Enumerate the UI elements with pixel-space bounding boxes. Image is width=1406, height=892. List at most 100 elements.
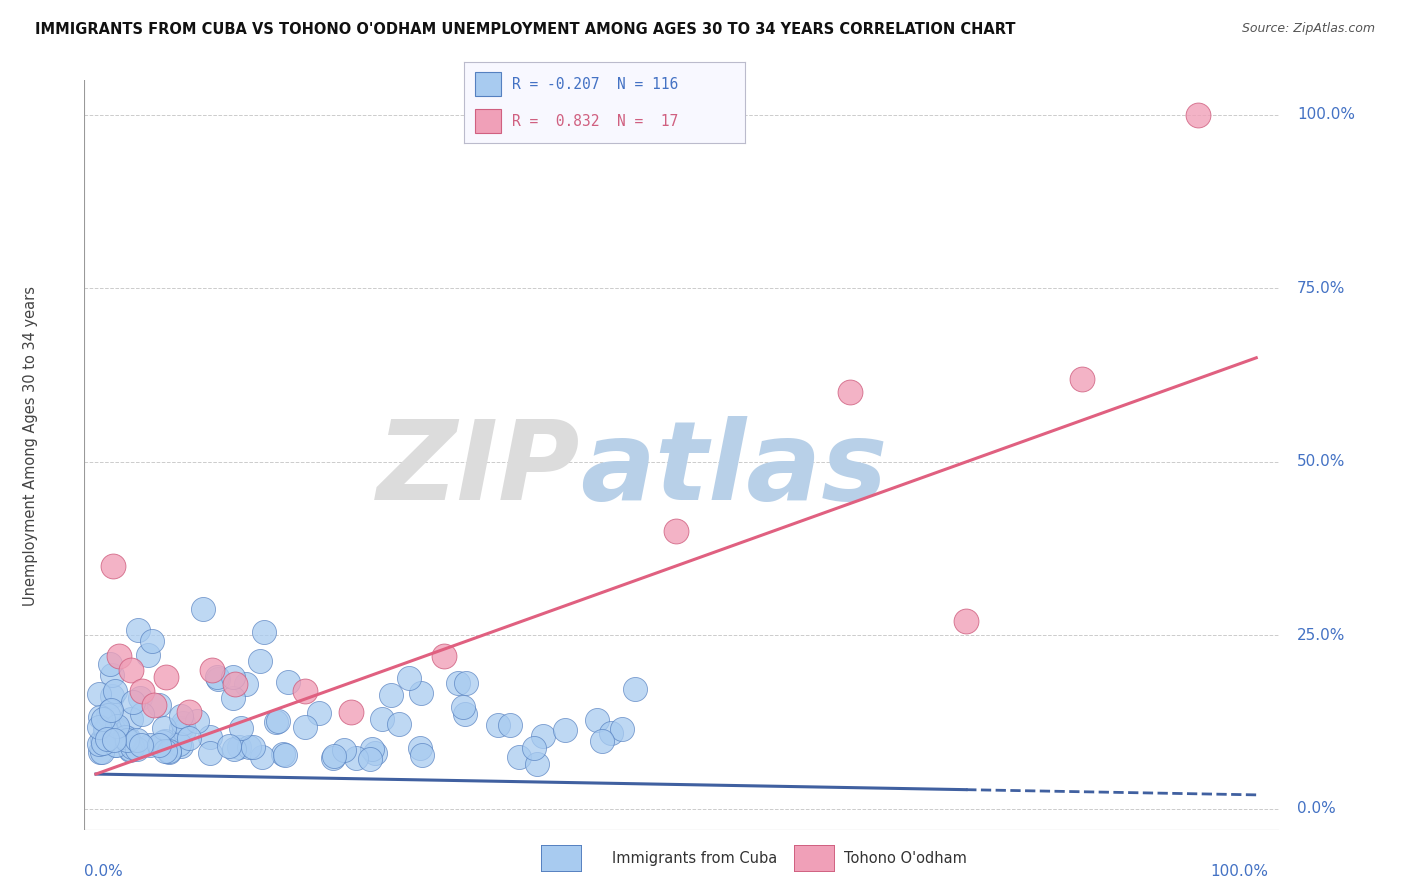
Point bbox=[100, 703, 122, 717]
Point bbox=[523, 740, 546, 755]
Point bbox=[104, 738, 127, 752]
Point bbox=[198, 746, 221, 760]
Point bbox=[120, 712, 142, 726]
Point bbox=[526, 756, 548, 771]
Point bbox=[499, 718, 522, 732]
Point bbox=[205, 670, 228, 684]
Text: Immigrants from Cuba: Immigrants from Cuba bbox=[612, 851, 778, 865]
Point bbox=[266, 714, 288, 729]
Point bbox=[155, 670, 177, 684]
Point bbox=[148, 739, 170, 753]
Point bbox=[361, 741, 384, 756]
Point bbox=[114, 730, 136, 744]
Point bbox=[157, 744, 180, 758]
Point bbox=[117, 733, 139, 747]
Point bbox=[612, 722, 634, 736]
Point bbox=[91, 736, 114, 750]
Point bbox=[591, 734, 613, 748]
Point bbox=[242, 740, 264, 755]
Point bbox=[105, 723, 128, 737]
Point bbox=[169, 709, 191, 723]
Point bbox=[90, 733, 112, 747]
Point bbox=[131, 706, 153, 721]
Text: 0.0%: 0.0% bbox=[84, 864, 124, 880]
Point bbox=[277, 675, 299, 690]
Point bbox=[100, 690, 122, 704]
Point bbox=[170, 739, 193, 754]
Point bbox=[554, 723, 576, 737]
Point bbox=[453, 700, 475, 714]
Point bbox=[228, 739, 250, 754]
Point bbox=[200, 730, 222, 744]
Point bbox=[364, 746, 387, 760]
Text: 100.0%: 100.0% bbox=[1209, 864, 1268, 880]
Point bbox=[454, 707, 477, 722]
Point bbox=[96, 731, 118, 746]
Point bbox=[531, 729, 554, 743]
Point bbox=[433, 649, 456, 664]
Point bbox=[153, 721, 176, 735]
Point bbox=[152, 735, 174, 749]
Point bbox=[112, 731, 135, 745]
Point bbox=[148, 698, 170, 712]
Point bbox=[388, 717, 411, 731]
Point bbox=[486, 718, 509, 732]
Text: 25.0%: 25.0% bbox=[1296, 628, 1346, 643]
Point bbox=[91, 745, 114, 759]
Point bbox=[624, 681, 647, 696]
Point bbox=[131, 683, 153, 698]
Point bbox=[446, 676, 468, 690]
Point bbox=[409, 740, 432, 755]
Point bbox=[273, 747, 295, 762]
Point bbox=[222, 669, 245, 683]
Bar bbox=[475, 109, 501, 133]
Point bbox=[170, 722, 193, 736]
Point bbox=[186, 714, 208, 728]
Point bbox=[218, 739, 240, 753]
Text: 75.0%: 75.0% bbox=[1296, 281, 1346, 296]
Point bbox=[105, 738, 128, 752]
Point bbox=[98, 705, 121, 719]
Point bbox=[191, 601, 214, 615]
Text: 0.0%: 0.0% bbox=[1296, 801, 1336, 816]
Point bbox=[169, 737, 191, 751]
Text: IMMIGRANTS FROM CUBA VS TOHONO O'ODHAM UNEMPLOYMENT AMONG AGES 30 TO 34 YEARS CO: IMMIGRANTS FROM CUBA VS TOHONO O'ODHAM U… bbox=[35, 22, 1015, 37]
Point bbox=[118, 742, 141, 756]
Point bbox=[115, 732, 138, 747]
Point bbox=[98, 657, 121, 671]
Point bbox=[1187, 108, 1209, 122]
Point bbox=[308, 706, 330, 721]
Text: 100.0%: 100.0% bbox=[1296, 107, 1355, 122]
Point bbox=[250, 750, 273, 764]
Point bbox=[103, 558, 125, 573]
Point bbox=[118, 741, 141, 756]
Point bbox=[89, 745, 111, 759]
Point bbox=[267, 714, 290, 729]
Point bbox=[103, 733, 125, 747]
Point bbox=[93, 722, 115, 736]
Bar bbox=[475, 72, 501, 96]
Point bbox=[89, 687, 111, 701]
Point bbox=[91, 712, 114, 726]
Point bbox=[222, 690, 245, 705]
Point bbox=[105, 718, 128, 732]
Point bbox=[271, 747, 294, 761]
Point bbox=[104, 728, 127, 742]
Point bbox=[294, 720, 316, 734]
Point bbox=[323, 748, 346, 763]
Point bbox=[508, 750, 530, 764]
Point bbox=[107, 722, 129, 736]
Point bbox=[139, 738, 162, 752]
Point bbox=[585, 714, 607, 728]
Text: Tohono O'odham: Tohono O'odham bbox=[844, 851, 966, 865]
Point bbox=[97, 707, 120, 722]
Point bbox=[153, 733, 176, 747]
Point bbox=[201, 663, 224, 677]
Text: R = -0.207  N = 116: R = -0.207 N = 116 bbox=[512, 77, 678, 92]
Point bbox=[955, 615, 977, 629]
Point bbox=[665, 524, 688, 539]
Point bbox=[207, 672, 229, 686]
Point bbox=[229, 721, 252, 735]
Text: Source: ZipAtlas.com: Source: ZipAtlas.com bbox=[1241, 22, 1375, 36]
Point bbox=[89, 737, 111, 751]
